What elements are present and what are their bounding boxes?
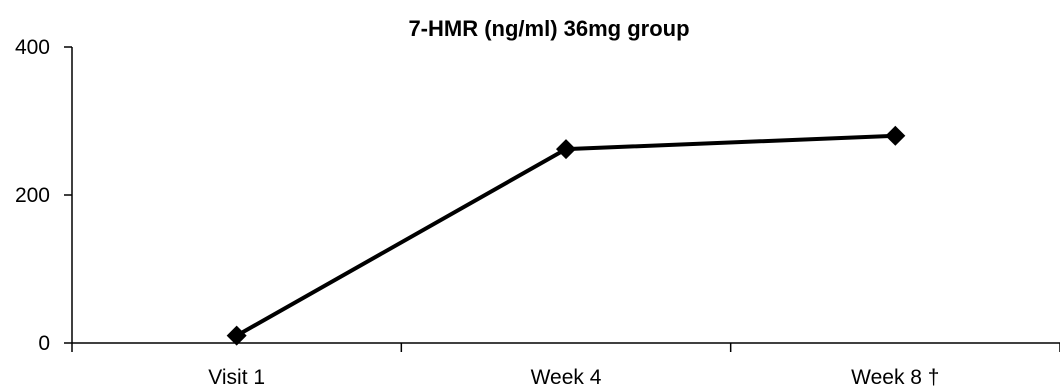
chart-axes: 0 200 400 Visit 1 Week 4 Week 8 † (15, 36, 1060, 388)
data-point-marker (885, 125, 906, 146)
data-point-marker (556, 139, 576, 160)
plot-area (226, 125, 906, 346)
x-tick-label: Week 8 † (851, 366, 939, 388)
y-tick-label: 0 (38, 332, 50, 355)
chart-title: 7-HMR (ng/ml) 36mg group (408, 16, 689, 41)
x-tick-label: Visit 1 (208, 366, 265, 388)
x-tick-label: Week 4 (531, 366, 602, 388)
series-line (235, 133, 896, 338)
y-tick-label: 400 (15, 36, 50, 59)
data-point-marker (226, 325, 247, 346)
y-tick-label: 200 (15, 184, 50, 207)
